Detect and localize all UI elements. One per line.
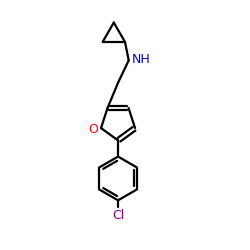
Text: NH: NH xyxy=(132,52,150,66)
Text: O: O xyxy=(88,123,98,136)
Text: Cl: Cl xyxy=(112,209,124,222)
